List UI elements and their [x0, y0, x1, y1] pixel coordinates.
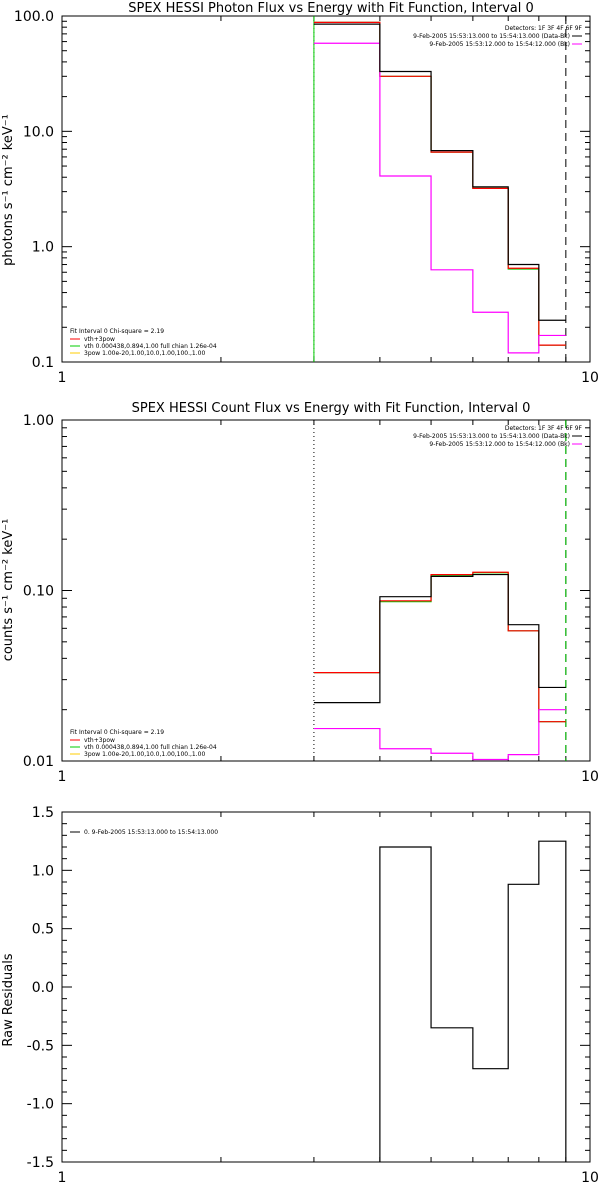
y-tick-label: 1.5: [32, 805, 54, 821]
photon-flux-plot-frame: [61, 15, 591, 363]
series-line: [313, 709, 566, 761]
photon-flux-vlines: [313, 16, 567, 362]
y-tick-label: 100.0: [14, 9, 54, 25]
y-tick-label: 0.10: [23, 584, 54, 600]
count-flux-ticks: 1 10 0.01 0.10 1.00: [23, 413, 599, 785]
legend-data-bk: 9-Feb-2005 15:53:13.000 to 15:54:13.000 …: [413, 433, 570, 440]
photon-flux-legend-top-right: Detectors: 1F 3F 4F 6F 9F 9-Feb-2005 15:…: [413, 25, 582, 48]
series-line: [313, 21, 566, 346]
count-flux-ylabel: counts s⁻¹ cm⁻² keV⁻¹: [1, 519, 16, 662]
count-flux-series: [313, 571, 566, 761]
photon-flux-legend-bottom-left: Fit Interval 0 Chi-square = 2.19 vth+3po…: [70, 328, 217, 357]
residuals-legend: 0. 9-Feb-2005 15:53:13.000 to 15:54:13.0…: [70, 829, 218, 836]
residuals-series: [379, 840, 567, 1162]
series-line: [313, 573, 566, 704]
series-line: [313, 21, 566, 346]
legend-data-bk: 9-Feb-2005 15:53:13.000 to 15:54:13.000 …: [413, 33, 570, 40]
legend-residual: 0. 9-Feb-2005 15:53:13.000 to 15:54:13.0…: [84, 829, 218, 836]
residuals-plot-frame: [61, 811, 591, 1163]
series-line: [313, 571, 566, 723]
count-flux-vlines: [313, 420, 567, 761]
legend-item: vth 0.000438,0.894,1.00 full chian 1.26e…: [84, 744, 217, 751]
count-flux-panel: SPEX HESSI Count Flux vs Energy with Fit…: [1, 401, 599, 785]
photon-flux-title: SPEX HESSI Photon Flux vs Energy with Fi…: [128, 1, 534, 16]
residuals-ylabel: Raw Residuals: [1, 953, 16, 1046]
x-tick-label: 1: [58, 769, 67, 785]
series-line: [379, 840, 567, 1162]
y-tick-label: 10.0: [23, 124, 54, 140]
legend-item: vth+3pow: [84, 737, 115, 744]
photon-flux-ylabel: photons s⁻¹ cm⁻² keV⁻¹: [1, 114, 16, 266]
legend-item: 3pow 1.00e-20,1.00,10.0,1.00,100.,1.00: [84, 751, 205, 758]
legend-bk: 9-Feb-2005 15:53:12.000 to 15:54:12.000 …: [429, 41, 570, 48]
count-flux-plot-frame: [61, 419, 591, 762]
series-line: [313, 572, 566, 723]
count-flux-title: SPEX HESSI Count Flux vs Energy with Fit…: [132, 401, 531, 416]
legend-fit-interval: Fit Interval 0 Chi-square = 2.19: [70, 328, 164, 335]
photon-flux-series: [313, 21, 566, 354]
legend-bk: 9-Feb-2005 15:53:12.000 to 15:54:12.000 …: [429, 441, 570, 448]
photon-flux-panel: SPEX HESSI Photon Flux vs Energy with Fi…: [1, 1, 599, 386]
y-tick-label: 0.1: [32, 355, 54, 371]
count-flux-legend-top-right: Detectors: 1F 3F 4F 6F 9F 9-Feb-2005 15:…: [413, 425, 582, 448]
x-tick-label: 10: [581, 769, 599, 785]
y-tick-label: 0.0: [32, 980, 54, 996]
series-line: [313, 42, 566, 354]
residuals-ticks: 1 10 -1.5 -1.0 -0.5 0.0 0.5 1.0 1.5: [27, 805, 599, 1186]
legend-detectors: Detectors: 1F 3F 4F 6F 9F: [505, 25, 583, 32]
legend-fit-interval: Fit Interval 0 Chi-square = 2.19: [70, 729, 164, 736]
y-tick-label: 1.0: [32, 240, 54, 256]
legend-item: 3pow 1.00e-20,1.00,10.0,1.00,100.,1.00: [84, 350, 205, 357]
x-tick-label: 1: [58, 370, 67, 386]
y-tick-label: -1.5: [27, 1155, 54, 1171]
y-tick-label: 0.5: [32, 922, 54, 938]
legend-detectors: Detectors: 1F 3F 4F 6F 9F: [505, 425, 583, 432]
y-tick-label: 1.0: [32, 863, 54, 879]
legend-item: vth 0.000438,0.894,1.00 full chian 1.26e…: [84, 343, 217, 350]
count-flux-legend-bottom-left: Fit Interval 0 Chi-square = 2.19 vth+3po…: [70, 729, 217, 758]
photon-flux-ticks: 1 10 0.1 1.0 10.0 100.0: [14, 9, 599, 386]
legend-item: vth+3pow: [84, 336, 115, 343]
y-tick-label: 0.01: [23, 754, 54, 770]
x-tick-label: 10: [581, 1170, 599, 1186]
y-tick-label: 1.00: [23, 413, 54, 429]
y-tick-label: -0.5: [27, 1038, 54, 1054]
x-tick-label: 1: [58, 1170, 67, 1186]
x-tick-label: 10: [581, 370, 599, 386]
series-line: [313, 23, 566, 321]
y-tick-label: -1.0: [27, 1097, 54, 1113]
residuals-panel: Raw Residuals 1 10 -1.5 -1.0 -0.5 0.0 0.5 1.0 1.…: [1, 805, 599, 1186]
